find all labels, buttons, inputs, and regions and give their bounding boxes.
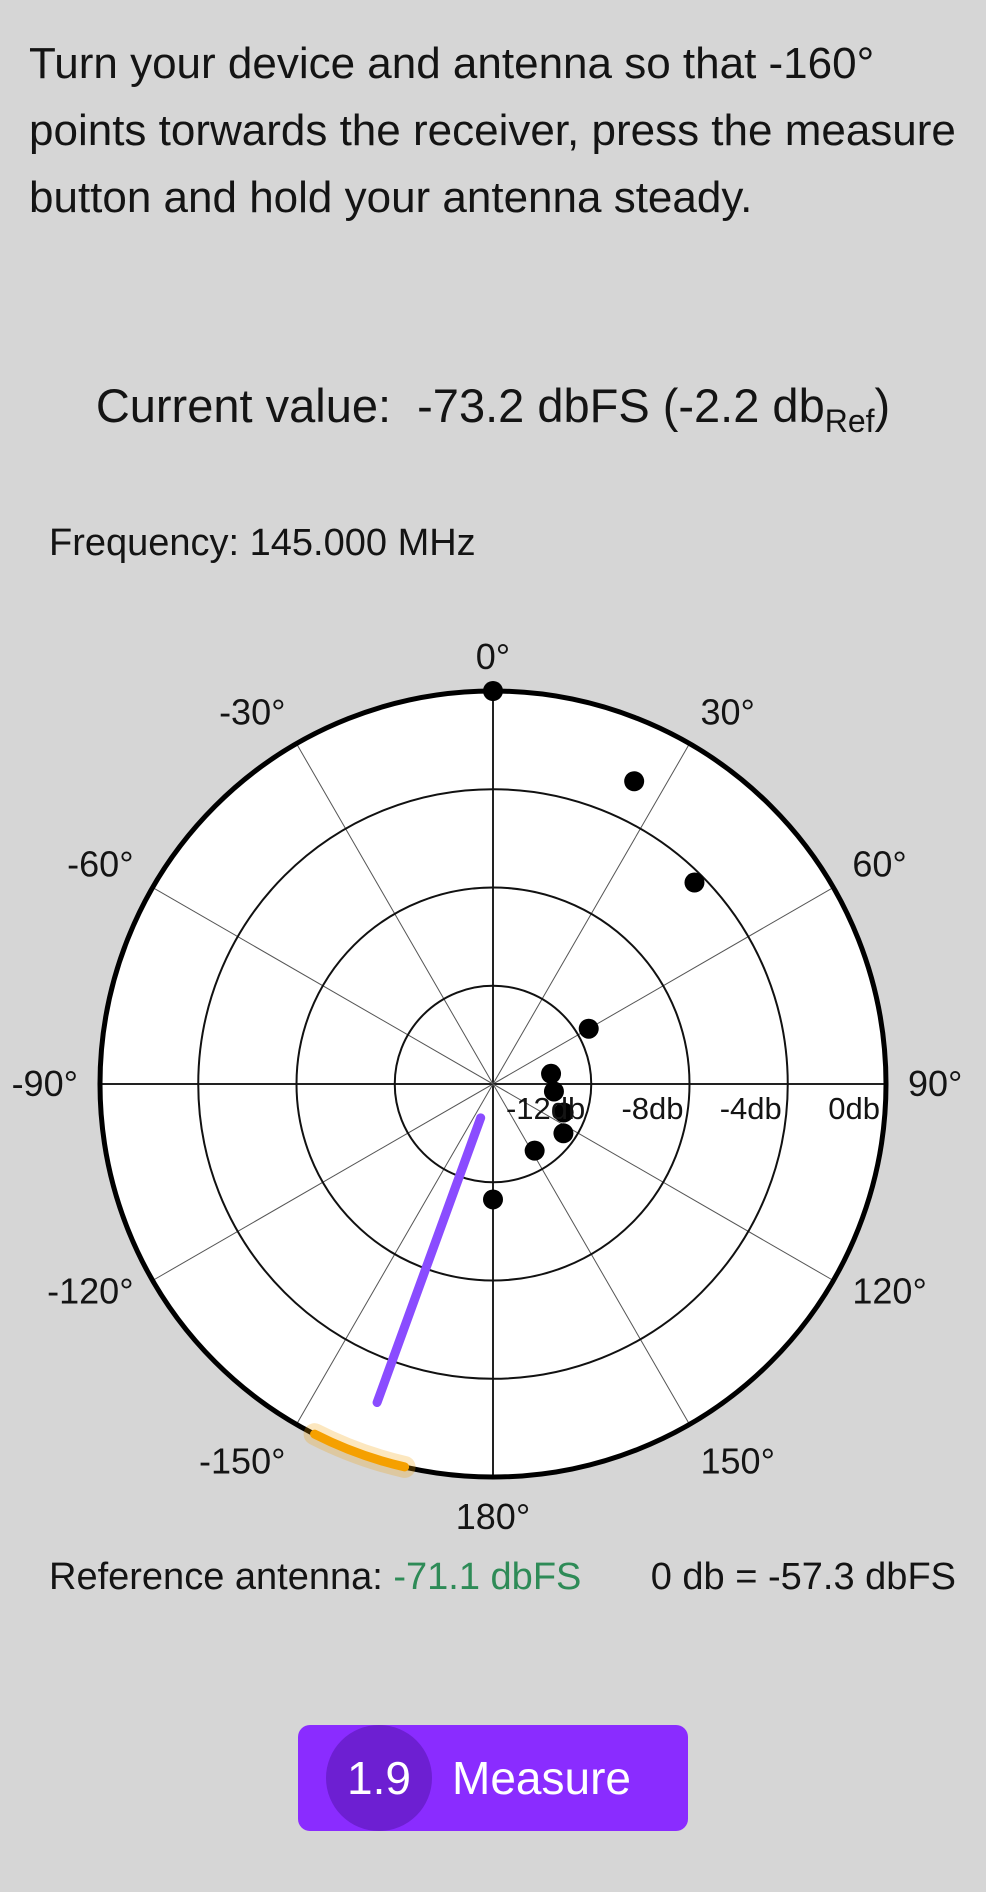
current-value-label: Current value: xyxy=(95,379,392,432)
angle-label: -60° xyxy=(67,844,133,885)
data-point xyxy=(543,1081,564,1102)
angle-label: 60° xyxy=(852,844,906,885)
data-point xyxy=(541,1063,562,1084)
polar-grid xyxy=(97,688,889,1480)
data-point xyxy=(483,681,503,701)
data-point xyxy=(553,1102,574,1123)
current-value-display: Current value: -73.2 dbFS (-2.2 dbRef) xyxy=(0,378,986,440)
spoke-line xyxy=(296,743,690,1425)
measure-button[interactable]: 1.9 Measure xyxy=(298,1725,688,1831)
angle-label: -90° xyxy=(12,1063,78,1104)
data-point xyxy=(553,1123,574,1144)
data-point xyxy=(684,872,705,893)
target-arc xyxy=(310,1429,410,1472)
ring-4db xyxy=(197,788,789,1380)
countdown-circle xyxy=(326,1725,432,1831)
polar-chart: 0° 30° 60° 90° 120° 150° 180° -150° -120° -90° -60… xyxy=(12,636,963,1537)
ring-8db xyxy=(295,886,691,1282)
radial-label: -8db xyxy=(621,1091,683,1126)
angle-label: -30° xyxy=(219,692,285,733)
countdown-value: 1.9 xyxy=(347,1752,411,1804)
angle-label: 90° xyxy=(908,1063,962,1104)
angle-label: -120° xyxy=(47,1271,133,1312)
zero-db-reference: 0 db = -57.3 dbFS xyxy=(650,1556,956,1598)
current-value-ref-subscript: Ref xyxy=(824,403,875,439)
measure-label: Measure xyxy=(452,1752,631,1804)
radial-label: -4db xyxy=(720,1091,782,1126)
current-value-main: -73.2 dbFS (-2.2 db xyxy=(417,379,825,432)
angle-label: 120° xyxy=(852,1271,926,1312)
data-point xyxy=(624,771,645,792)
ring-12db xyxy=(393,984,593,1184)
angle-label: 150° xyxy=(701,1440,775,1481)
angle-label: -150° xyxy=(199,1440,285,1481)
reference-label: Reference antenna: xyxy=(49,1556,383,1598)
data-point xyxy=(578,1018,599,1039)
angle-label: 0° xyxy=(476,636,510,677)
frequency-label: Frequency: 145.000 MHz xyxy=(49,522,476,564)
data-point xyxy=(524,1140,545,1161)
radial-label: 0db xyxy=(828,1091,880,1126)
current-value-close: ) xyxy=(874,379,891,432)
reference-antenna: Reference antenna: -71.1 dbFS xyxy=(49,1556,581,1599)
instructions-text: Turn your device and antenna so that -16… xyxy=(29,39,956,222)
data-points xyxy=(483,681,705,1210)
radial-label: -12db xyxy=(506,1091,585,1126)
target-arc-group xyxy=(303,1423,416,1478)
reference-value: -71.1 dbFS xyxy=(393,1556,582,1598)
current-value-needle xyxy=(372,1113,486,1408)
angle-label: 180° xyxy=(456,1496,530,1537)
chart-labels: 0° 30° 60° 90° 120° 150° 180° -150° -120° -90° -60… xyxy=(12,636,963,1537)
needle-group xyxy=(372,1113,486,1408)
angle-label: 30° xyxy=(701,692,755,733)
data-point xyxy=(483,1189,503,1210)
